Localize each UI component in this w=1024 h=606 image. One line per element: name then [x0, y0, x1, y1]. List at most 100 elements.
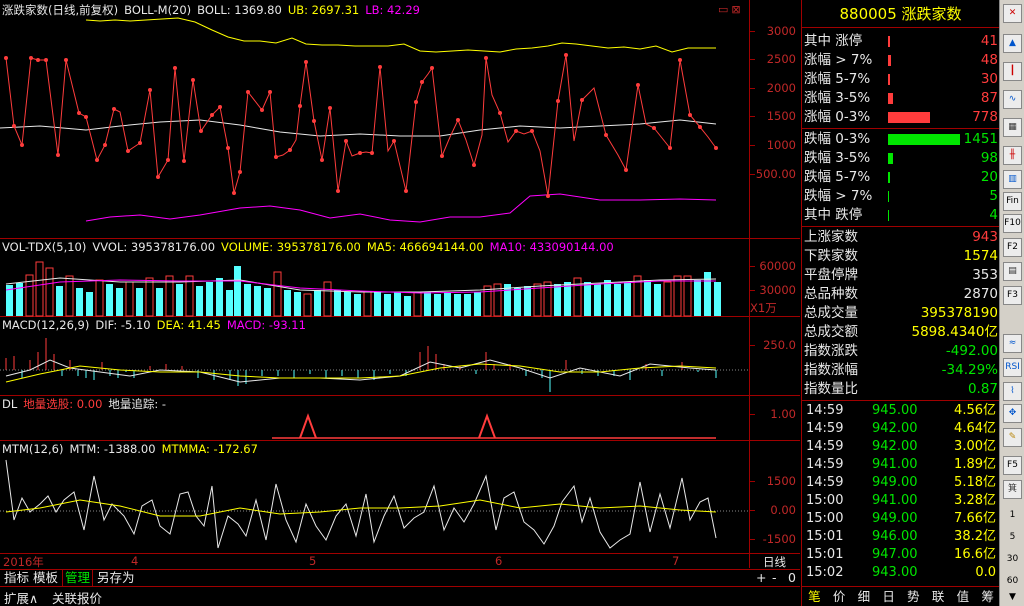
up-arrow-icon[interactable]: ▲ — [1003, 34, 1022, 53]
period-30-button[interactable]: 30 — [1003, 550, 1022, 569]
panel-divider — [0, 316, 800, 317]
tab-trend[interactable]: 势 — [907, 589, 920, 604]
tab-trades[interactable]: 笔 — [808, 589, 821, 604]
table-icon[interactable]: ▤ — [1003, 262, 1022, 281]
tick-time: 15:00 — [806, 493, 844, 508]
candle-icon[interactable]: ┃ — [1003, 62, 1022, 81]
close-icon[interactable]: ✕ — [1003, 4, 1022, 23]
stat-row: 上涨家数 943 — [804, 228, 998, 247]
grid-icon[interactable]: ▦ — [1003, 118, 1022, 137]
tab-manage[interactable]: 管理 — [62, 570, 94, 587]
vol-ytick: 30000 — [750, 283, 800, 297]
vol-ytick: 60000 — [750, 259, 800, 273]
main-chart-plot — [0, 17, 749, 549]
down-row-label: 跌幅 5-7% — [804, 169, 871, 185]
tab-template[interactable]: 模板 — [33, 570, 59, 585]
dl-signal-1 — [299, 413, 317, 439]
chart-icon[interactable]: ⌇ — [1003, 382, 1022, 401]
down-row-value: 98 — [980, 150, 998, 166]
up-row: 涨幅 5-7% 30 — [804, 70, 998, 89]
up-row-bar — [888, 112, 930, 123]
chart-area[interactable]: 涨跌家数(日线,前复权) BOLL-M(20) BOLL: 1369.80 UB: 2… — [0, 0, 800, 568]
tab-value[interactable]: 值 — [956, 589, 970, 604]
period-60-button[interactable]: 60 — [1003, 572, 1022, 591]
tab-indicator[interactable]: 指标 — [4, 570, 30, 585]
tick-row: 15:00 949.00 7.66亿 — [804, 510, 998, 528]
tick-row: 15:01 947.00 16.6亿 — [804, 546, 998, 564]
f3-icon[interactable]: F3 — [1003, 286, 1022, 305]
stat-row: 指数涨幅 -34.29% — [804, 361, 998, 380]
stat-row: 指数涨跌 -492.00 — [804, 342, 998, 361]
down-row: 跌幅 0-3% 1451 — [804, 130, 998, 149]
mtm-title: MTM(12,6) — [2, 442, 64, 456]
chevron-down-icon[interactable]: ▼ — [1003, 590, 1022, 604]
down-row: 其中 跌停 4 — [804, 206, 998, 225]
up-row-bar — [888, 93, 893, 104]
wave-icon[interactable]: ≈ — [1003, 334, 1022, 353]
price-points — [4, 53, 718, 198]
tick-row: 15:00 941.00 3.28亿 — [804, 492, 998, 510]
down-row-label: 跌幅 > 7% — [804, 188, 873, 204]
main-chart-header: 涨跌家数(日线,前复权) BOLL-M(20) BOLL: 1369.80 UB: 2… — [2, 3, 426, 17]
f2-icon[interactable]: F2 — [1003, 238, 1022, 257]
tab-chips[interactable]: 筹 — [981, 589, 994, 604]
tab-detail[interactable]: 细 — [857, 589, 871, 604]
date-label: 4 — [131, 554, 139, 568]
up-row-label: 涨幅 0-3% — [804, 109, 871, 125]
stat-label: 下跌家数 — [804, 248, 858, 264]
date-label: 2016年 — [3, 555, 44, 569]
panel-separator — [802, 226, 1000, 227]
lb-value: LB: 42.29 — [365, 3, 420, 17]
mtmma-value: MTMMA: -172.67 — [161, 442, 258, 456]
tick-price: 947.00 — [872, 547, 918, 562]
tick-time: 15:00 — [806, 511, 844, 526]
tab-price[interactable]: 价 — [832, 589, 846, 604]
tick-time: 14:59 — [806, 439, 844, 454]
up-row-label: 涨幅 5-7% — [804, 71, 871, 87]
f5-icon[interactable]: F5 — [1003, 456, 1022, 475]
boll-lower-line — [85, 193, 717, 223]
panel-divider — [0, 440, 800, 441]
restore-icon[interactable]: ▭ — [718, 3, 729, 16]
rsi-icon[interactable]: RSI — [1003, 358, 1022, 377]
period-1-button[interactable]: 1 — [1003, 506, 1022, 525]
period-5-button[interactable]: 5 — [1003, 528, 1022, 547]
up-row-bar — [888, 74, 890, 85]
expand-button[interactable]: 扩展∧ — [4, 591, 39, 606]
line-icon[interactable]: ∿ — [1003, 90, 1022, 109]
fin-icon[interactable]: Fin — [1003, 192, 1022, 211]
close-icon[interactable]: ⊠ — [731, 3, 741, 16]
tick-time: 15:01 — [806, 529, 844, 544]
right-toolbar: ✕ ▲ ┃ ∿ ▦ ╫ ▥ Fin F10 F2 ▤ F3 ≈ RSI ⌇ ✥ … — [999, 0, 1024, 606]
pen-icon[interactable]: ✎ — [1003, 428, 1022, 447]
tick-row: 14:59 942.00 3.00亿 — [804, 438, 998, 456]
candle-chart-icon[interactable]: ╫ — [1003, 146, 1022, 165]
period-label: 日线 — [763, 555, 786, 569]
stat-label: 指数涨跌 — [804, 343, 858, 359]
tab-save-as[interactable]: 另存为 — [97, 570, 135, 585]
bar-chart-icon[interactable]: ▥ — [1003, 170, 1022, 189]
main-ytick: 2500 — [750, 52, 800, 66]
up-row: 涨幅 > 7% 48 — [804, 51, 998, 70]
boll-upper-line — [85, 17, 716, 53]
tick-row: 14:59 945.00 4.56亿 — [804, 402, 998, 420]
reset-button[interactable]: 0 — [788, 570, 796, 585]
up-row: 涨幅 0-3% 778 — [804, 108, 998, 127]
stat-value: -34.29% — [941, 362, 998, 378]
macd-dif-line — [5, 359, 717, 383]
macd-histogram — [5, 338, 717, 392]
mtm-ytick: -1500 — [750, 532, 800, 546]
zoom-out-button[interactable]: - — [772, 570, 777, 585]
stat-value: 1574 — [963, 248, 998, 264]
tab-daily[interactable]: 日 — [882, 589, 895, 604]
quant-icon[interactable]: 箕 — [1003, 480, 1022, 499]
down-row: 跌幅 > 7% 5 — [804, 187, 998, 206]
tick-row: 14:59 942.00 4.64亿 — [804, 420, 998, 438]
zoom-in-button[interactable]: + — [756, 570, 767, 585]
tab-linked[interactable]: 联 — [931, 589, 945, 604]
stat-label: 总成交量 — [804, 305, 858, 321]
stat-row: 下跌家数 1574 — [804, 247, 998, 266]
f10-icon[interactable]: F10 — [1003, 214, 1022, 233]
related-quotes-button[interactable]: 关联报价 — [52, 591, 103, 606]
move-icon[interactable]: ✥ — [1003, 404, 1022, 423]
